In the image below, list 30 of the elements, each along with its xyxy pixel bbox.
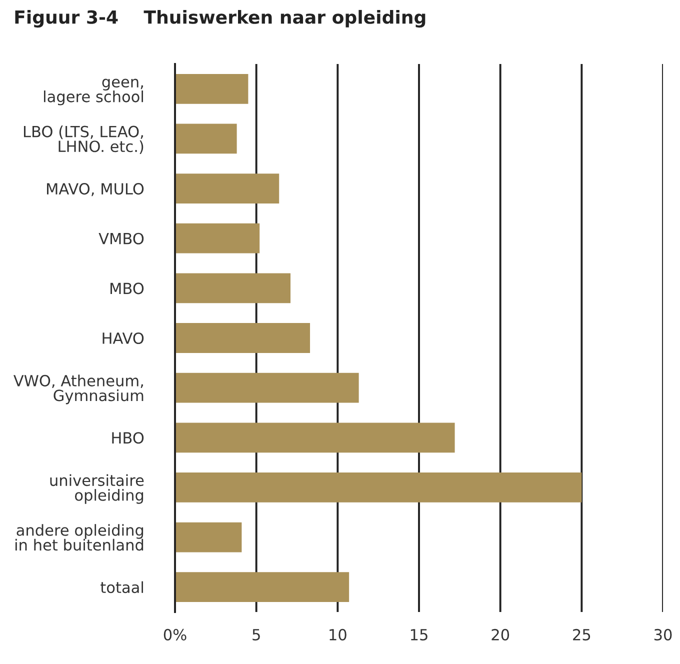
y-tick-label: geen, lagere school bbox=[44, 78, 144, 106]
y-tick-label: VWO, Atheneum, Gymnasium bbox=[14, 374, 144, 404]
bar bbox=[175, 522, 242, 552]
y-tick-label: VMBO bbox=[98, 232, 144, 244]
y-tick-label: HAVO bbox=[102, 332, 144, 344]
bar bbox=[175, 273, 290, 304]
y-tick-label: andere opleiding in het buitenland bbox=[15, 524, 144, 551]
bar bbox=[175, 124, 237, 154]
x-tick-label: 0% bbox=[164, 628, 186, 640]
bar bbox=[175, 422, 455, 453]
x-tick-label: 15 bbox=[410, 629, 428, 640]
y-tick-label: HBO bbox=[112, 432, 144, 444]
bar bbox=[175, 372, 359, 403]
bar bbox=[175, 472, 582, 502]
bar bbox=[175, 223, 260, 254]
x-tick-label: 20 bbox=[492, 628, 510, 640]
x-tick-label: 5 bbox=[252, 629, 260, 640]
y-tick-label: LBO (LTS, LEAO, LHNO. etc.) bbox=[24, 126, 144, 154]
y-tick-label: MAVO, MULO bbox=[47, 183, 144, 196]
chart-title: Figuur 3-4 Thuiswerken naar opleiding bbox=[15, 10, 426, 28]
y-tick-label: universitaire opleiding bbox=[50, 474, 144, 504]
x-tick-label: 30 bbox=[654, 628, 672, 640]
y-tick-label: totaal bbox=[100, 581, 144, 594]
bar bbox=[175, 174, 280, 204]
bar bbox=[175, 572, 350, 602]
bar bbox=[175, 74, 248, 104]
x-tick-label: 25 bbox=[573, 628, 590, 640]
bar bbox=[175, 323, 310, 353]
x-tick-label: 10 bbox=[330, 628, 346, 640]
y-tick-label: MBO bbox=[110, 282, 144, 294]
